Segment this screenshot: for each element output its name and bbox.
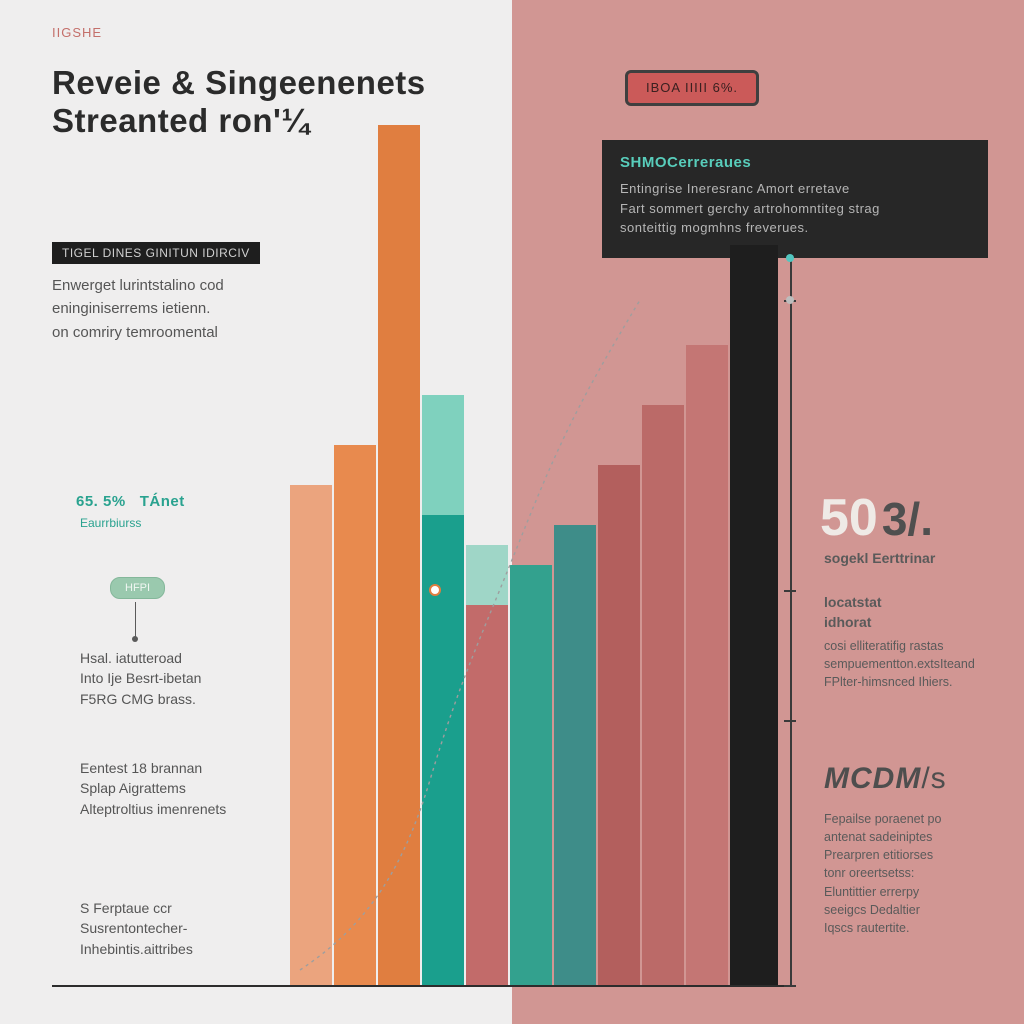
- right-axis: [790, 260, 792, 985]
- chart-baseline: [52, 985, 790, 987]
- axis-tick: [784, 985, 796, 987]
- trend-curve: [0, 0, 1024, 1024]
- axis-dot: [786, 296, 794, 304]
- axis-dot: [786, 254, 794, 262]
- axis-tick: [784, 720, 796, 722]
- axis-tick: [784, 590, 796, 592]
- infographic-canvas: IIGSHE Reveie & Singeenenets Streanted r…: [0, 0, 1024, 1024]
